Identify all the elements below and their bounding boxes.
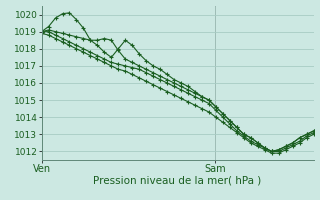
X-axis label: Pression niveau de la mer( hPa ): Pression niveau de la mer( hPa ) (93, 176, 262, 186)
